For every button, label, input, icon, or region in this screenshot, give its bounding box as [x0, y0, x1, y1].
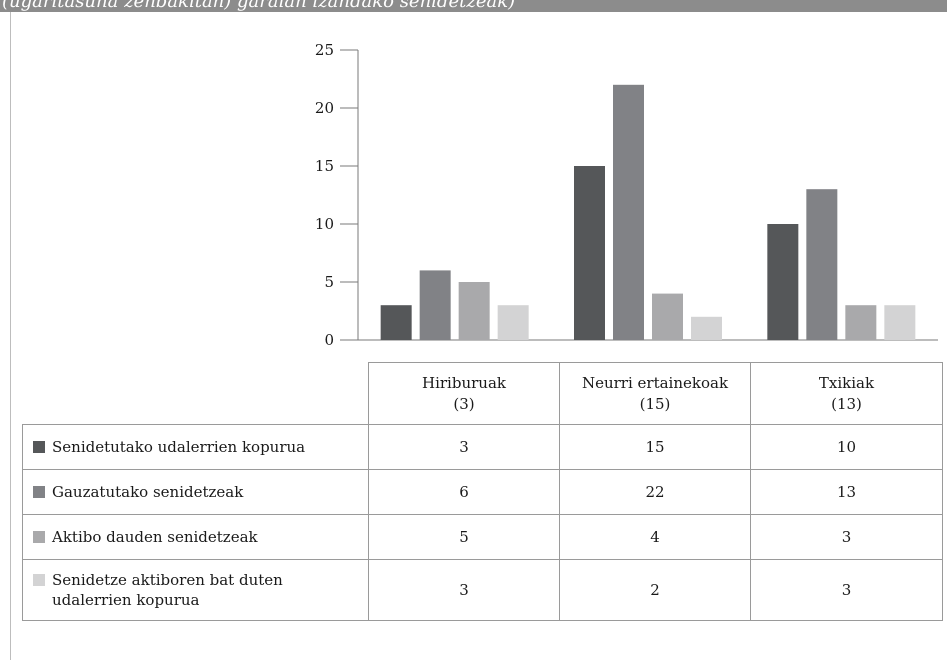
series-label-cell: Gauzatutako senidetzeak: [22, 469, 369, 515]
bar: [845, 305, 877, 340]
bar-chart: 0 5 10 15 20 25: [315, 41, 938, 349]
table-cell: 4: [559, 514, 751, 560]
category-count: (15): [639, 394, 671, 413]
table-corner: [22, 362, 369, 425]
bar: [613, 84, 644, 340]
series-label: Senidetutako udalerrien kopurua: [52, 438, 306, 456]
table-cell: 22: [559, 469, 751, 515]
table-header-txikiak: Txikiak (13): [750, 362, 943, 425]
series-label-cell: Aktibo dauden senidetzeak: [22, 514, 369, 560]
bar: [419, 270, 451, 340]
table-cell: 13: [750, 469, 943, 515]
series-label-cell: Senidetze aktiboren bat duten udalerrien…: [22, 559, 369, 621]
legend-swatch: [33, 486, 45, 498]
bar: [497, 305, 529, 340]
legend-swatch: [33, 441, 45, 453]
legend-swatch: [33, 531, 45, 543]
page-header-text: (ugaritasuna zenbakitan) garaian izandak…: [2, 0, 516, 12]
category-label: Hiriburuak: [422, 373, 506, 392]
bar: [767, 224, 799, 340]
table-cell: 5: [368, 514, 560, 560]
table-row: Gauzatutako senidetzeak 6 22 13: [22, 469, 943, 515]
bar: [458, 282, 490, 340]
table-row: Aktibo dauden senidetzeak 5 4 3: [22, 514, 943, 560]
category-count: (13): [831, 394, 862, 413]
table-cell: 3: [750, 514, 943, 560]
y-tick-label: 25: [315, 41, 334, 59]
table-cell: 15: [559, 424, 751, 470]
bar: [652, 293, 683, 340]
category-count: (3): [453, 394, 475, 413]
table-header-hiriburuak: Hiriburuak (3): [368, 362, 560, 425]
table-header-row: Hiriburuak (3) Neurri ertainekoak (15) T…: [22, 362, 943, 425]
data-table: Hiriburuak (3) Neurri ertainekoak (15) T…: [22, 362, 943, 621]
table-cell: 10: [750, 424, 943, 470]
y-tick-label: 20: [315, 99, 334, 117]
bar: [691, 316, 722, 340]
table-header-neurri-ertainekoak: Neurri ertainekoak (15): [559, 362, 751, 425]
category-label: Txikiak: [818, 373, 875, 392]
bar: [574, 166, 605, 340]
series-label: Senidetze aktiboren bat duten udalerrien…: [52, 571, 283, 609]
table-row: Senidetze aktiboren bat duten udalerrien…: [22, 559, 943, 621]
bar: [884, 305, 916, 340]
table-cell: 3: [750, 559, 943, 621]
series-label-cell: Senidetutako udalerrien kopurua: [22, 424, 369, 470]
legend-swatch: [33, 574, 45, 586]
table-row: Senidetutako udalerrien kopurua 3 15 10: [22, 424, 943, 470]
y-tick-label: 0: [324, 331, 334, 349]
y-tick-label: 15: [315, 157, 334, 175]
table-cell: 6: [368, 469, 560, 515]
table-cell: 2: [559, 559, 751, 621]
table-cell: 3: [368, 559, 560, 621]
table-cell: 3: [368, 424, 560, 470]
page-header-band: (ugaritasuna zenbakitan) garaian izandak…: [0, 0, 947, 12]
category-label: Neurri ertainekoak: [581, 373, 729, 392]
bar: [380, 305, 412, 340]
frame-border: [10, 12, 11, 660]
y-tick-label: 10: [315, 215, 334, 233]
series-label: Gauzatutako senidetzeak: [52, 483, 244, 501]
series-label: Aktibo dauden senidetzeak: [52, 528, 258, 546]
bar: [806, 189, 838, 340]
y-tick-label: 5: [324, 273, 334, 291]
